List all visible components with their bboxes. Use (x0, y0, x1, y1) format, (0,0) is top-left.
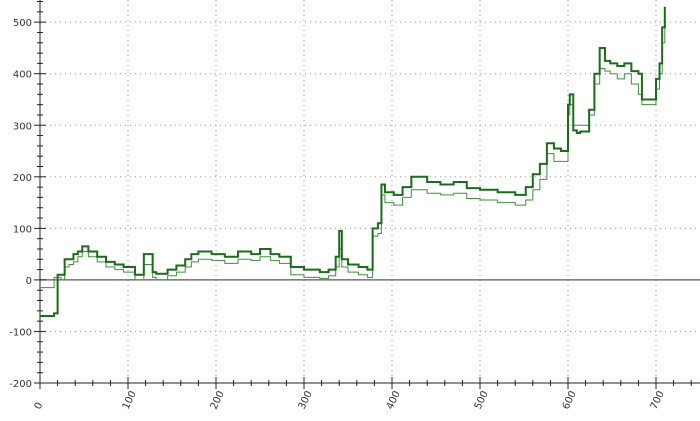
x-tick-label: 100 (121, 389, 139, 411)
x-tick-label: 0 (33, 401, 46, 411)
y-tick-label: 300 (13, 121, 32, 132)
series-line-2 (40, 19, 666, 289)
y-tick-label: 400 (13, 70, 32, 81)
x-tick-label: 400 (385, 389, 403, 411)
y-tick-label: -200 (9, 379, 32, 390)
x-tick-label: 500 (473, 389, 491, 411)
y-tick-label: -100 (9, 327, 32, 338)
y-tick-label: 200 (13, 173, 32, 184)
x-tick-label: 700 (649, 389, 667, 411)
y-tick-label: 0 (26, 276, 32, 287)
y-tick-label: 500 (13, 18, 32, 29)
series-line-1 (40, 6, 666, 317)
x-tick-label: 200 (209, 389, 227, 411)
x-tick-label: 600 (561, 389, 579, 411)
x-tick-label: 300 (297, 389, 315, 411)
y-tick-label: 100 (13, 224, 32, 235)
